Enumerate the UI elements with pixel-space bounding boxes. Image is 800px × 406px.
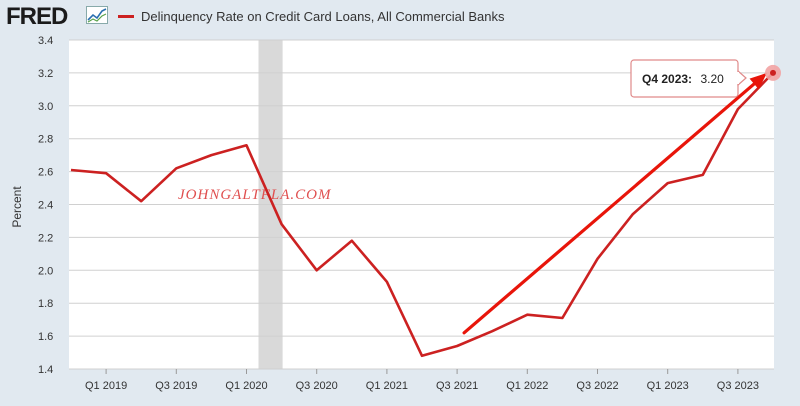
x-tick-label: Q3 2021 — [436, 380, 478, 392]
x-tick-label: Q1 2021 — [366, 380, 408, 392]
y-tick-label: 2.2 — [38, 232, 53, 244]
y-tick-label: 2.6 — [38, 167, 53, 179]
x-tick-label: Q1 2023 — [647, 380, 689, 392]
line-chart-icon — [86, 6, 108, 24]
arrow-head — [749, 72, 767, 90]
series-line-delinquency-rate[interactable] — [70, 71, 774, 358]
grid-lines — [69, 39, 774, 370]
y-tick-label: 3.0 — [38, 101, 53, 113]
y-tick-label: 1.6 — [38, 331, 53, 343]
tooltip: Q4 2023: 3.20 — [630, 59, 747, 98]
x-tick-label: Q3 2019 — [155, 380, 197, 392]
y-tick-label: 2.8 — [38, 134, 53, 146]
legend-label: Delinquency Rate on Credit Card Loans, A… — [141, 8, 505, 24]
y-axis-ticks: 1.4 1.6 1.8 2.0 2.2 2.4 2.6 2.8 3.0 3.2 3.4 — [38, 35, 53, 376]
tooltip-value: 3.20 — [701, 72, 725, 86]
x-axis-ticks: Q1 2019 Q3 2019 Q1 2020 Q3 2020 Q1 2021 Q3 20… — [85, 369, 759, 392]
chart-legend: Delinquency Rate on Credit Card Loans, A… — [118, 7, 504, 25]
y-tick-label: 1.8 — [38, 298, 53, 310]
tooltip-label: Q4 2023: — [642, 72, 692, 86]
annotation-arrow — [462, 72, 767, 335]
x-tick-label: Q1 2019 — [85, 380, 127, 392]
y-tick-label: 3.4 — [38, 35, 53, 47]
chart-header: FRED Delinquency Rate on Credit Card Loa… — [0, 0, 800, 32]
y-tick-label: 3.2 — [38, 68, 53, 80]
x-tick-label: Q3 2022 — [576, 380, 618, 392]
hover-point[interactable] — [770, 69, 776, 76]
tooltip-text: Q4 2023: 3.20 — [642, 70, 724, 87]
y-tick-label: 2.4 — [38, 200, 53, 212]
watermark-text: JOHNGALTFLA.COM — [178, 187, 332, 203]
arrow-shaft — [462, 82, 756, 335]
fred-logo[interactable]: FRED — [6, 3, 68, 30]
y-tick-label: 1.4 — [38, 364, 53, 376]
legend-swatch — [118, 14, 134, 18]
y-tick-label: 2.0 — [38, 265, 53, 277]
x-tick-label: Q3 2023 — [717, 380, 759, 392]
y-axis-label: Percent — [10, 186, 24, 228]
x-tick-label: Q1 2022 — [506, 380, 548, 392]
x-tick-label: Q1 2020 — [225, 380, 267, 392]
x-tick-label: Q3 2020 — [296, 380, 338, 392]
